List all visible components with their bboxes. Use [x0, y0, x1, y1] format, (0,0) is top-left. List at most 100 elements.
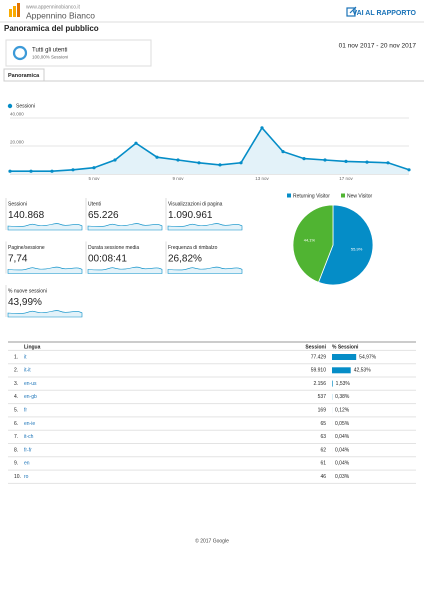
- sessions: 65: [320, 421, 326, 427]
- legend-label: New Visitor: [347, 193, 373, 199]
- report-link[interactable]: VAI AL RAPPORTO: [346, 6, 417, 17]
- point: [365, 160, 369, 164]
- point: [8, 169, 12, 173]
- y-tick-label: 20.000: [10, 140, 24, 145]
- pie-slice: [292, 204, 334, 283]
- sparkline: [7, 310, 83, 318]
- point: [176, 158, 180, 162]
- point: [197, 161, 201, 165]
- tab[interactable]: [3, 68, 45, 82]
- sessions: 46: [320, 474, 326, 480]
- pie-slice: [317, 204, 374, 286]
- share-bar: [332, 367, 351, 374]
- sparkline: [167, 266, 243, 274]
- sessions: 59.910: [311, 368, 327, 374]
- metric-label: Sessioni: [8, 201, 27, 207]
- sparkline: [87, 223, 163, 231]
- share-label: 54,97%: [359, 354, 377, 360]
- legend-swatch: [287, 193, 291, 198]
- point: [344, 159, 348, 163]
- point: [302, 157, 306, 161]
- page-title: Panoramica del pubblico: [4, 24, 99, 33]
- row-number: 5.: [14, 408, 18, 414]
- sessions: 63: [320, 434, 326, 440]
- sparkline: [167, 223, 243, 231]
- metric-value: 140.868: [8, 210, 45, 221]
- language: fr-fr: [24, 447, 32, 453]
- point: [260, 126, 264, 130]
- x-tick-label: 5 nov: [88, 176, 100, 181]
- language: it: [24, 354, 27, 360]
- column-header: % Sessioni: [332, 344, 359, 350]
- metric-value: 26,82%: [168, 254, 202, 265]
- row-number: 7.: [14, 434, 18, 440]
- language: en: [24, 461, 30, 467]
- share-bar: [332, 380, 333, 387]
- metric-label: Pagine/sessione: [8, 245, 45, 251]
- legend-swatch: [7, 103, 13, 109]
- point: [323, 158, 327, 162]
- point: [71, 168, 75, 172]
- metric-value: 65.226: [88, 210, 119, 221]
- x-tick-label: 13 nov: [255, 176, 269, 181]
- x-tick-label: 17 nov: [339, 176, 353, 181]
- metric-value: 7,74: [8, 254, 28, 265]
- tab-label[interactable]: Panoramica: [8, 73, 40, 79]
- language: ro: [24, 474, 29, 480]
- metric-label: Utenti: [88, 201, 101, 207]
- legend-swatch: [341, 193, 345, 198]
- legend-label: Returning Visitor: [293, 193, 330, 199]
- row-number: 9.: [14, 461, 18, 467]
- language: fr: [24, 408, 27, 414]
- share-label: 0,05%: [335, 421, 350, 427]
- sessions: 62: [320, 447, 326, 453]
- point: [281, 150, 285, 154]
- report-link-text[interactable]: VAI AL RAPPORTO: [352, 10, 416, 17]
- point: [239, 161, 243, 165]
- metric-label: Frequenza di rimbalzo: [168, 245, 218, 251]
- metric-value: 1.090.961: [168, 210, 213, 221]
- language: it-it: [24, 368, 31, 374]
- row-number: 1.: [14, 354, 18, 360]
- slice-label: 44,1%: [304, 238, 316, 243]
- point: [155, 155, 159, 159]
- point: [29, 169, 33, 173]
- row-number: 3.: [14, 381, 18, 387]
- share-label: 0,04%: [335, 434, 350, 440]
- segment-name: Tutti gli utenti: [32, 48, 67, 54]
- sessions: 537: [318, 394, 327, 400]
- share-label: 0,03%: [335, 474, 350, 480]
- point: [407, 168, 411, 172]
- area: [10, 127, 409, 174]
- share-label: 1,53%: [336, 381, 351, 387]
- point: [386, 161, 390, 165]
- sessions: 169: [318, 408, 327, 414]
- share-label: 42,53%: [354, 368, 372, 374]
- share-label: 0,12%: [335, 408, 350, 414]
- row-number: 2.: [14, 368, 18, 374]
- column-header: Sessioni: [305, 344, 326, 350]
- sparkline: [7, 266, 83, 274]
- y-tick-label: 40.000: [10, 112, 24, 117]
- point: [113, 158, 117, 162]
- line: [10, 126, 410, 172]
- point: [92, 166, 96, 170]
- point: [134, 141, 138, 145]
- language: it-ch: [24, 434, 34, 440]
- date-range: 01 nov 2017 - 20 nov 2017: [339, 43, 417, 50]
- row-number: 6.: [14, 421, 18, 427]
- metric-value: 43,99%: [8, 297, 42, 308]
- sessions: 2.156: [313, 381, 326, 387]
- share-label: 0,04%: [335, 447, 350, 453]
- x-tick-label: 9 nov: [172, 176, 184, 181]
- language: en-us: [24, 381, 37, 387]
- column-header: Lingua: [24, 344, 41, 350]
- sessions: 61: [320, 461, 326, 467]
- metric-label: Durata sessione media: [88, 245, 139, 251]
- share-label: 0,38%: [335, 394, 350, 400]
- site-name: Appennino Bianco: [26, 10, 95, 20]
- metric-label: % nuove sessioni: [8, 288, 47, 294]
- slice-label: 55,9%: [351, 246, 363, 251]
- segment-box: [5, 39, 152, 67]
- sparkline: [7, 223, 83, 231]
